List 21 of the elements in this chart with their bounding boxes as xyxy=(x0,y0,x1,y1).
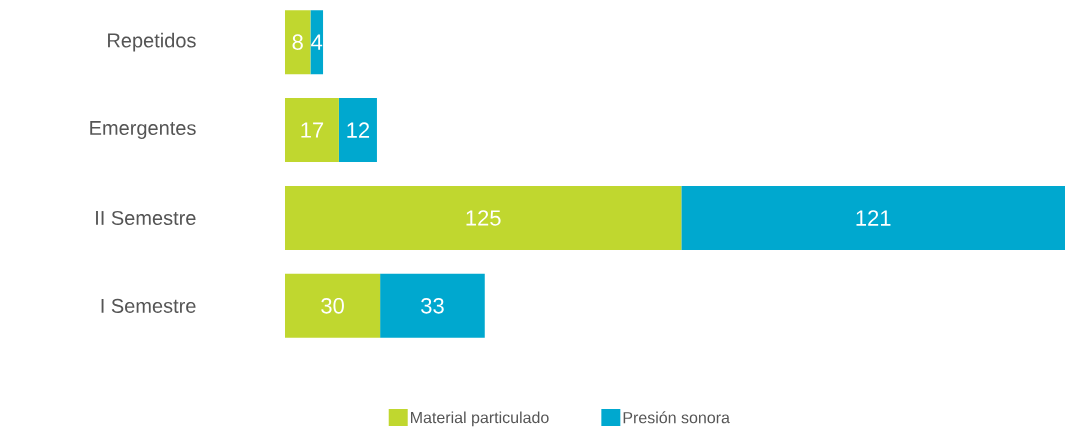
data-label: 125 xyxy=(466,210,501,226)
bar xyxy=(285,273,381,338)
data-label: 4 xyxy=(311,34,323,50)
legend-label: Presión sonora xyxy=(623,411,730,424)
y-tick-label: I Semestre xyxy=(101,298,196,313)
bar xyxy=(285,10,311,75)
data-label: 30 xyxy=(321,298,344,314)
data-label: 12 xyxy=(347,122,370,138)
bar xyxy=(681,185,1065,250)
bar xyxy=(338,98,377,163)
y-tick-label: Emergentes xyxy=(90,121,196,140)
bar xyxy=(285,98,339,163)
data-label: 33 xyxy=(421,298,444,314)
bar xyxy=(285,185,682,250)
data-label: 121 xyxy=(856,210,891,226)
y-tick-label: Repetidos xyxy=(108,32,196,52)
y-tick-label: II Semestre xyxy=(96,210,196,226)
data-label: 8 xyxy=(292,34,303,50)
data-label: 17 xyxy=(301,122,324,138)
legend-label: Material particulado xyxy=(411,411,549,427)
bar xyxy=(380,273,485,338)
